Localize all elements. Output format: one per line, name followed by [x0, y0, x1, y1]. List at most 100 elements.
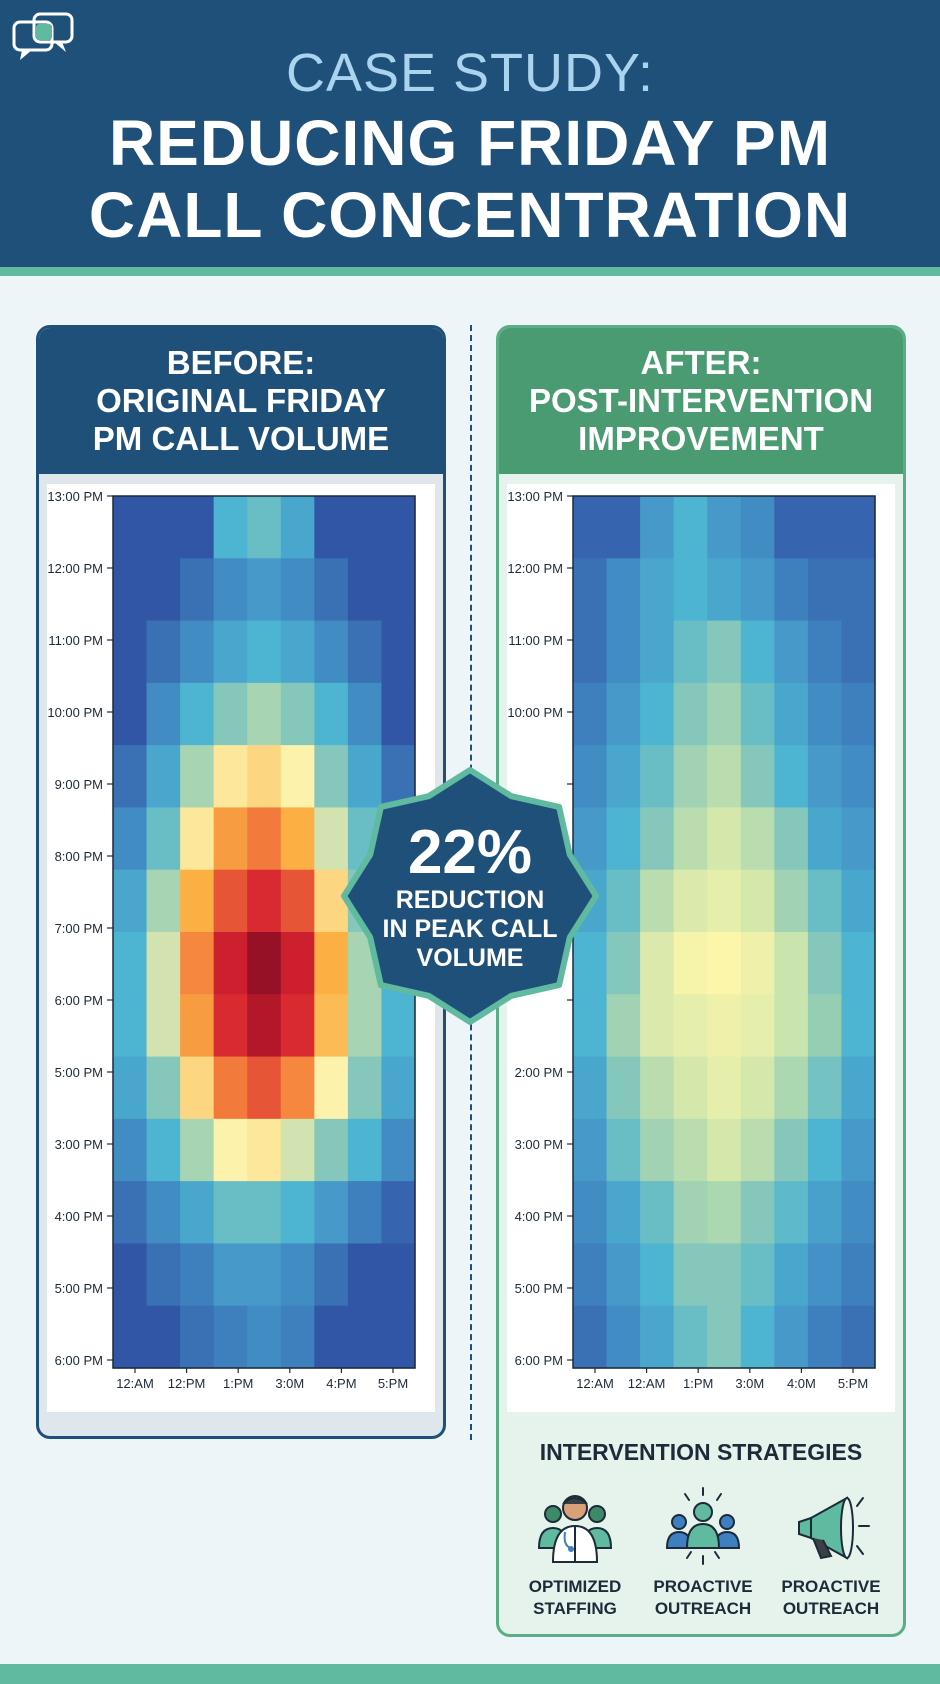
- before-heatmap-cell: [247, 932, 282, 995]
- team-outreach-icon: [665, 1487, 741, 1565]
- after-heatmap-cell: [640, 1118, 675, 1182]
- before-heatmap-y-tick-label: 9:00 PM: [55, 777, 103, 792]
- after-plot-area: 13:00 PM 12:00 PM 11:00 PM 10:00 PM 2:00 PM 3…: [507, 484, 895, 1412]
- before-heatmap-cell: [280, 745, 315, 809]
- after-heatmap-cell: [640, 994, 675, 1058]
- after-heatmap-cell: [573, 620, 608, 684]
- before-heatmap-cell: [146, 1118, 181, 1182]
- after-heatmap-y-tick-label: 12:00 PM: [507, 561, 563, 576]
- after-heatmap-cell: [673, 1118, 708, 1182]
- after-heatmap-cell: [740, 1118, 775, 1182]
- after-heatmap-cell: [707, 745, 742, 809]
- after-heatmap-cell: [807, 620, 843, 684]
- before-heatmap-cell: [213, 1243, 248, 1307]
- before-heatmap-cell: [247, 558, 282, 622]
- after-heatmap-cell: [841, 869, 876, 933]
- after-heatmap-cell: [807, 496, 843, 559]
- after-heatmap-x-tick-label: 4:0M: [787, 1376, 816, 1391]
- before-heatmap-x-tick-label: 12:AM: [116, 1376, 154, 1391]
- after-panel-heading: AFTER: POST-INTERVENTION IMPROVEMENT: [499, 328, 903, 474]
- before-heading-line-1: BEFORE:: [166, 344, 316, 381]
- after-heatmap-cell: [740, 1243, 775, 1307]
- after-heatmap-cell: [807, 682, 843, 746]
- after-heatmap-cell: [640, 496, 675, 559]
- strategy-1-line-2: STAFFING: [533, 1599, 617, 1618]
- after-heatmap-x-tick-label: 3:0M: [735, 1376, 764, 1391]
- before-heatmap-cell: [113, 1181, 148, 1245]
- before-heatmap-y-tick-label: 8:00 PM: [55, 849, 103, 864]
- before-heatmap: 13:00 PM 12:00 PM 11:00 PM 10:00 PM 9:00 PM 8…: [47, 489, 416, 1391]
- after-heatmap-cell: [606, 932, 641, 995]
- before-heatmap-cell: [146, 869, 181, 933]
- after-heatmap-cell: [640, 807, 675, 871]
- after-heatmap-cell: [573, 994, 608, 1058]
- after-heatmap-y-tick-label: 6:00 PM: [515, 1353, 563, 1368]
- before-heatmap-cell: [146, 496, 181, 559]
- medical-staff-icon: [537, 1495, 613, 1563]
- before-heatmap-y-tick-label: 7:00 PM: [55, 921, 103, 936]
- after-heatmap-cell: [573, 558, 608, 622]
- after-heatmap-cell: [707, 682, 742, 746]
- after-heatmap-cell: [606, 496, 641, 559]
- after-heatmap-cell: [807, 1305, 843, 1369]
- before-heatmap-cell: [314, 558, 349, 622]
- before-heatmap-cell: [213, 745, 248, 809]
- strategies-title: INTERVENTION STRATEGIES: [539, 1439, 863, 1465]
- before-panel-heading: BEFORE: ORIGINAL FRIDAY PM CALL VOLUME: [39, 328, 443, 474]
- after-heatmap-cell: [807, 932, 843, 995]
- after-heatmap-cell: [707, 1056, 742, 1120]
- after-heatmap-cell: [573, 932, 608, 995]
- before-heatmap-cell: [347, 620, 383, 684]
- after-heatmap: 13:00 PM 12:00 PM 11:00 PM 10:00 PM 2:00 PM 3…: [507, 489, 876, 1391]
- after-heatmap-cell: [606, 1181, 641, 1245]
- after-heatmap-cell: [807, 994, 843, 1058]
- after-heatmap-cell: [573, 682, 608, 746]
- after-heatmap-cell: [673, 1056, 708, 1120]
- after-heatmap-cell: [841, 807, 876, 871]
- before-heatmap-cell: [113, 869, 148, 933]
- before-heatmap-y-tick-label: 5:00 PM: [55, 1065, 103, 1080]
- after-heatmap-cell: [640, 745, 675, 809]
- after-heatmap-cell: [707, 558, 742, 622]
- before-heatmap-cell: [113, 1118, 148, 1182]
- before-heatmap-cell: [113, 1056, 148, 1120]
- before-heatmap-cell: [213, 1056, 248, 1120]
- before-heatmap-cell: [180, 994, 215, 1058]
- after-heatmap-cell: [807, 558, 843, 622]
- before-heatmap-cell: [280, 1118, 315, 1182]
- after-heatmap-x-tick-label: 12:AM: [628, 1376, 666, 1391]
- after-heatmap-cell: [774, 1056, 809, 1120]
- after-heatmap-cell: [807, 869, 843, 933]
- before-heatmap-y-tick-label: 3:00 PM: [55, 1137, 103, 1152]
- before-heatmap-cell: [146, 932, 181, 995]
- after-heatmap-cell: [673, 1181, 708, 1245]
- after-heatmap-cell: [841, 1243, 876, 1307]
- before-heatmap-cell: [180, 1056, 215, 1120]
- title-main-line-2: CALL CONCENTRATION: [88, 179, 852, 251]
- before-heatmap-cell: [213, 994, 248, 1058]
- before-heatmap-x-tick-label: 4:PM: [326, 1376, 356, 1391]
- before-heatmap-cell: [381, 1243, 416, 1307]
- reduction-badge-text: 22% REDUCTION IN PEAK CALL VOLUME: [336, 762, 604, 1030]
- after-heatmap-cell: [774, 496, 809, 559]
- before-heatmap-cell: [347, 1118, 383, 1182]
- before-heatmap-y-tick-label: 6:00 PM: [55, 1353, 103, 1368]
- after-heatmap-cell: [606, 620, 641, 684]
- before-heatmap-cell: [314, 682, 349, 746]
- before-heatmap-cell: [180, 1305, 215, 1369]
- after-heatmap-cell: [673, 558, 708, 622]
- after-heatmap-cell: [707, 932, 742, 995]
- before-heatmap-cell: [113, 807, 148, 871]
- before-heatmap-cell: [180, 620, 215, 684]
- before-heatmap-cell: [280, 807, 315, 871]
- before-heatmap-cell: [314, 620, 349, 684]
- before-heatmap-cell: [280, 1305, 315, 1369]
- before-heatmap-cell: [247, 1118, 282, 1182]
- after-heading-line-3: IMPROVEMENT: [578, 420, 824, 457]
- before-heatmap-cell: [146, 745, 181, 809]
- strategy-proactive-outreach-2: PROACTIVE OUTREACH: [767, 1486, 895, 1620]
- after-heatmap-cell: [640, 1056, 675, 1120]
- after-heatmap-cell: [774, 1243, 809, 1307]
- after-heatmap-cell: [774, 869, 809, 933]
- after-heatmap-cell: [774, 682, 809, 746]
